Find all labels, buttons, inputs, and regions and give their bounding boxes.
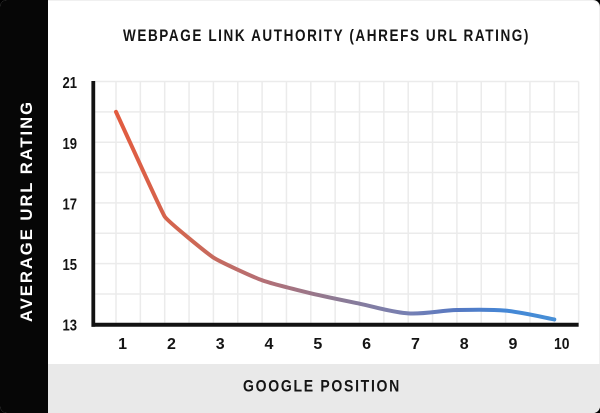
svg-text:10: 10	[554, 336, 570, 353]
svg-text:4: 4	[265, 336, 274, 353]
svg-text:GOOGLE POSITION: GOOGLE POSITION	[243, 378, 401, 396]
svg-text:19: 19	[63, 136, 78, 153]
svg-text:9: 9	[509, 336, 518, 353]
svg-text:8: 8	[460, 336, 469, 353]
svg-text:3: 3	[216, 336, 225, 353]
svg-text:6: 6	[362, 336, 371, 353]
svg-text:15: 15	[63, 257, 78, 274]
svg-text:17: 17	[63, 196, 78, 213]
svg-text:2: 2	[167, 336, 176, 353]
svg-text:21: 21	[63, 75, 78, 92]
svg-text:WEBPAGE LINK AUTHORITY (AHREFS: WEBPAGE LINK AUTHORITY (AHREFS URL RATIN…	[123, 26, 530, 45]
svg-text:1: 1	[118, 336, 127, 353]
svg-text:13: 13	[63, 318, 78, 335]
svg-text:7: 7	[411, 336, 420, 353]
svg-text:AVERAGE URL RATING: AVERAGE URL RATING	[17, 100, 36, 322]
svg-text:5: 5	[313, 336, 322, 353]
